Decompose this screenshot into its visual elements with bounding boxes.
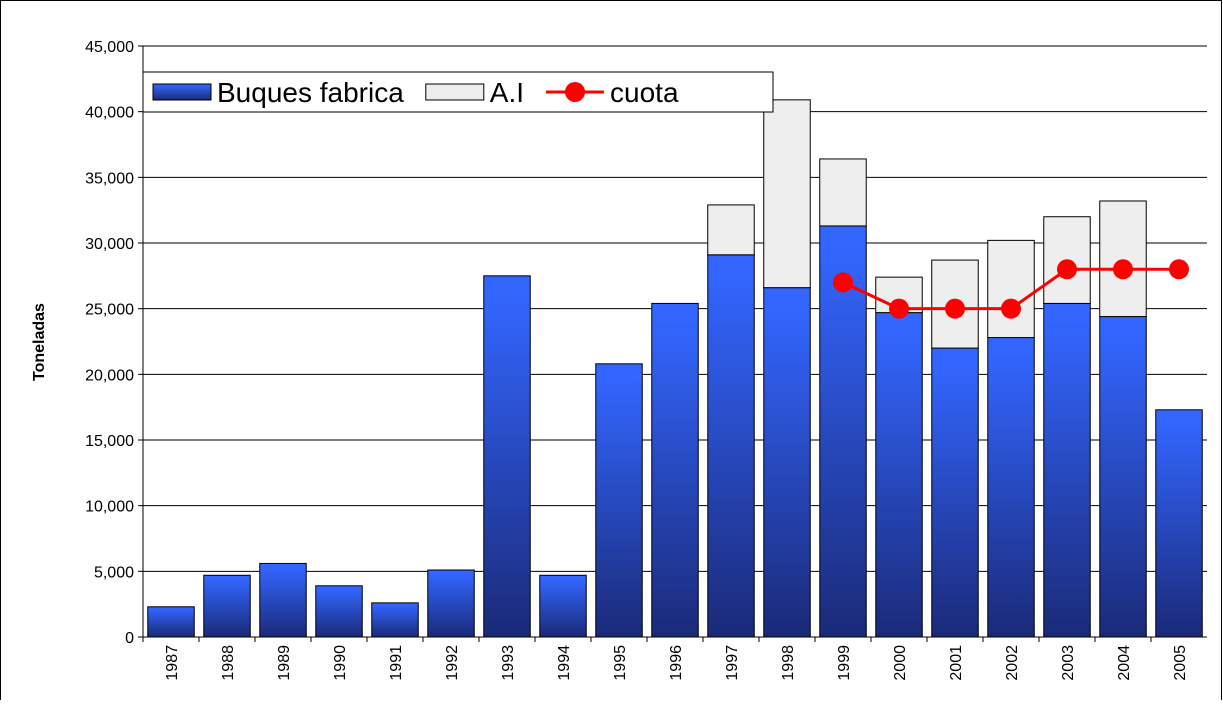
x-tick-label: 1997 bbox=[724, 645, 741, 681]
x-tick-label: 2001 bbox=[948, 645, 965, 681]
legend-swatch bbox=[152, 83, 212, 101]
bar bbox=[203, 574, 251, 638]
line-point bbox=[1169, 259, 1189, 280]
x-tick-label: 2002 bbox=[1004, 645, 1021, 681]
bar bbox=[651, 302, 699, 638]
y-tick-label: 10,000 bbox=[85, 499, 134, 516]
bar bbox=[1155, 409, 1203, 638]
bar bbox=[1099, 200, 1147, 318]
bar bbox=[875, 312, 923, 638]
line-point bbox=[1057, 259, 1077, 280]
x-tick-label: 1990 bbox=[332, 645, 349, 681]
y-tick-label: 0 bbox=[125, 630, 134, 647]
bar bbox=[371, 602, 419, 638]
bar bbox=[707, 254, 755, 638]
bar bbox=[259, 562, 307, 638]
legend-label: cuota bbox=[610, 77, 679, 108]
legend-label: Buques fabrica bbox=[217, 77, 404, 108]
x-tick-label: 1993 bbox=[500, 645, 517, 681]
x-tick-label: 1989 bbox=[276, 645, 293, 681]
bar bbox=[931, 347, 979, 638]
y-tick-label: 5,000 bbox=[94, 564, 134, 581]
bar bbox=[763, 99, 811, 289]
bar bbox=[819, 158, 867, 227]
y-tick-label: 35,000 bbox=[85, 170, 134, 187]
x-tick-label: 1999 bbox=[836, 645, 853, 681]
x-tick-label: 1994 bbox=[556, 645, 573, 681]
x-tick-label: 1991 bbox=[388, 645, 405, 681]
line-point bbox=[1113, 259, 1133, 280]
x-tick-label: 2000 bbox=[892, 645, 909, 681]
x-tick-label: 2003 bbox=[1060, 645, 1077, 681]
x-tick-label: 1992 bbox=[444, 645, 461, 681]
line-point bbox=[945, 298, 965, 319]
bar bbox=[819, 225, 867, 638]
line-point bbox=[1001, 298, 1021, 319]
x-tick-label: 1998 bbox=[780, 645, 797, 681]
y-axis-title: Toneladas bbox=[31, 303, 48, 381]
bar bbox=[147, 606, 195, 638]
bar bbox=[763, 287, 811, 638]
legend-label: A.I bbox=[490, 77, 524, 108]
line-point bbox=[889, 298, 909, 319]
legend-swatch bbox=[425, 83, 485, 101]
y-tick-label: 45,000 bbox=[85, 39, 134, 56]
bar bbox=[987, 239, 1035, 339]
x-tick-label: 1996 bbox=[668, 645, 685, 681]
bar bbox=[1099, 316, 1147, 638]
x-tick-label: 1987 bbox=[164, 645, 181, 681]
bar bbox=[315, 585, 363, 638]
bar bbox=[1043, 302, 1091, 638]
y-tick-label: 25,000 bbox=[85, 302, 134, 319]
bar bbox=[427, 569, 475, 638]
x-tick-label: 1995 bbox=[612, 645, 629, 681]
legend-swatch bbox=[565, 82, 586, 102]
bar bbox=[483, 275, 531, 638]
y-tick-label: 15,000 bbox=[85, 433, 134, 450]
x-tick-label: 1988 bbox=[220, 645, 237, 681]
bar bbox=[595, 363, 643, 638]
line-point bbox=[833, 272, 853, 293]
y-tick-label: 40,000 bbox=[85, 105, 134, 122]
x-tick-label: 2004 bbox=[1116, 645, 1133, 681]
x-tick-label: 2005 bbox=[1172, 645, 1189, 681]
y-tick-label: 30,000 bbox=[85, 236, 134, 253]
bar bbox=[707, 204, 755, 256]
bar bbox=[539, 574, 587, 638]
y-tick-label: 20,000 bbox=[85, 367, 134, 384]
bar bbox=[987, 337, 1035, 638]
